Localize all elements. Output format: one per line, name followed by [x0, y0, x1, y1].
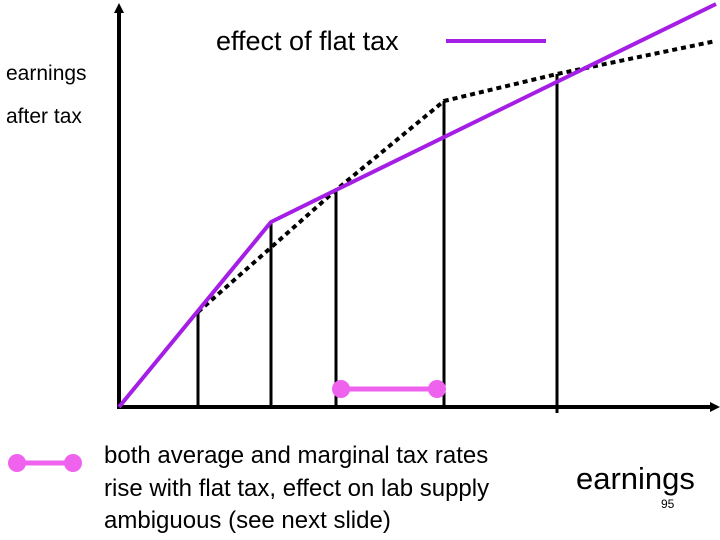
- original-tax-schedule: [196, 39, 717, 314]
- note-line-2: rise with flat tax, effect on lab supply: [104, 474, 490, 502]
- drop-lines: [196, 74, 559, 413]
- legend-label: effect of flat tax: [216, 26, 399, 56]
- highlight-dot-left: [332, 380, 350, 398]
- y-axis-label-line1: earnings: [6, 62, 87, 85]
- highlight-segment: [332, 380, 446, 398]
- highlight-dot-right: [428, 380, 446, 398]
- y-axis-label-line2: after tax: [6, 105, 82, 128]
- x-axis-label: earnings: [576, 461, 695, 496]
- explanation-note: both average and marginal tax rates rise…: [104, 440, 489, 538]
- note-line-1: both average and marginal tax rates: [104, 442, 489, 469]
- note-line-3: ambiguous (see next slide): [104, 507, 391, 535]
- flat-tax-schedule: [117, 2, 717, 409]
- page-number: 95: [661, 497, 675, 511]
- note-bullet-icon: [8, 454, 82, 472]
